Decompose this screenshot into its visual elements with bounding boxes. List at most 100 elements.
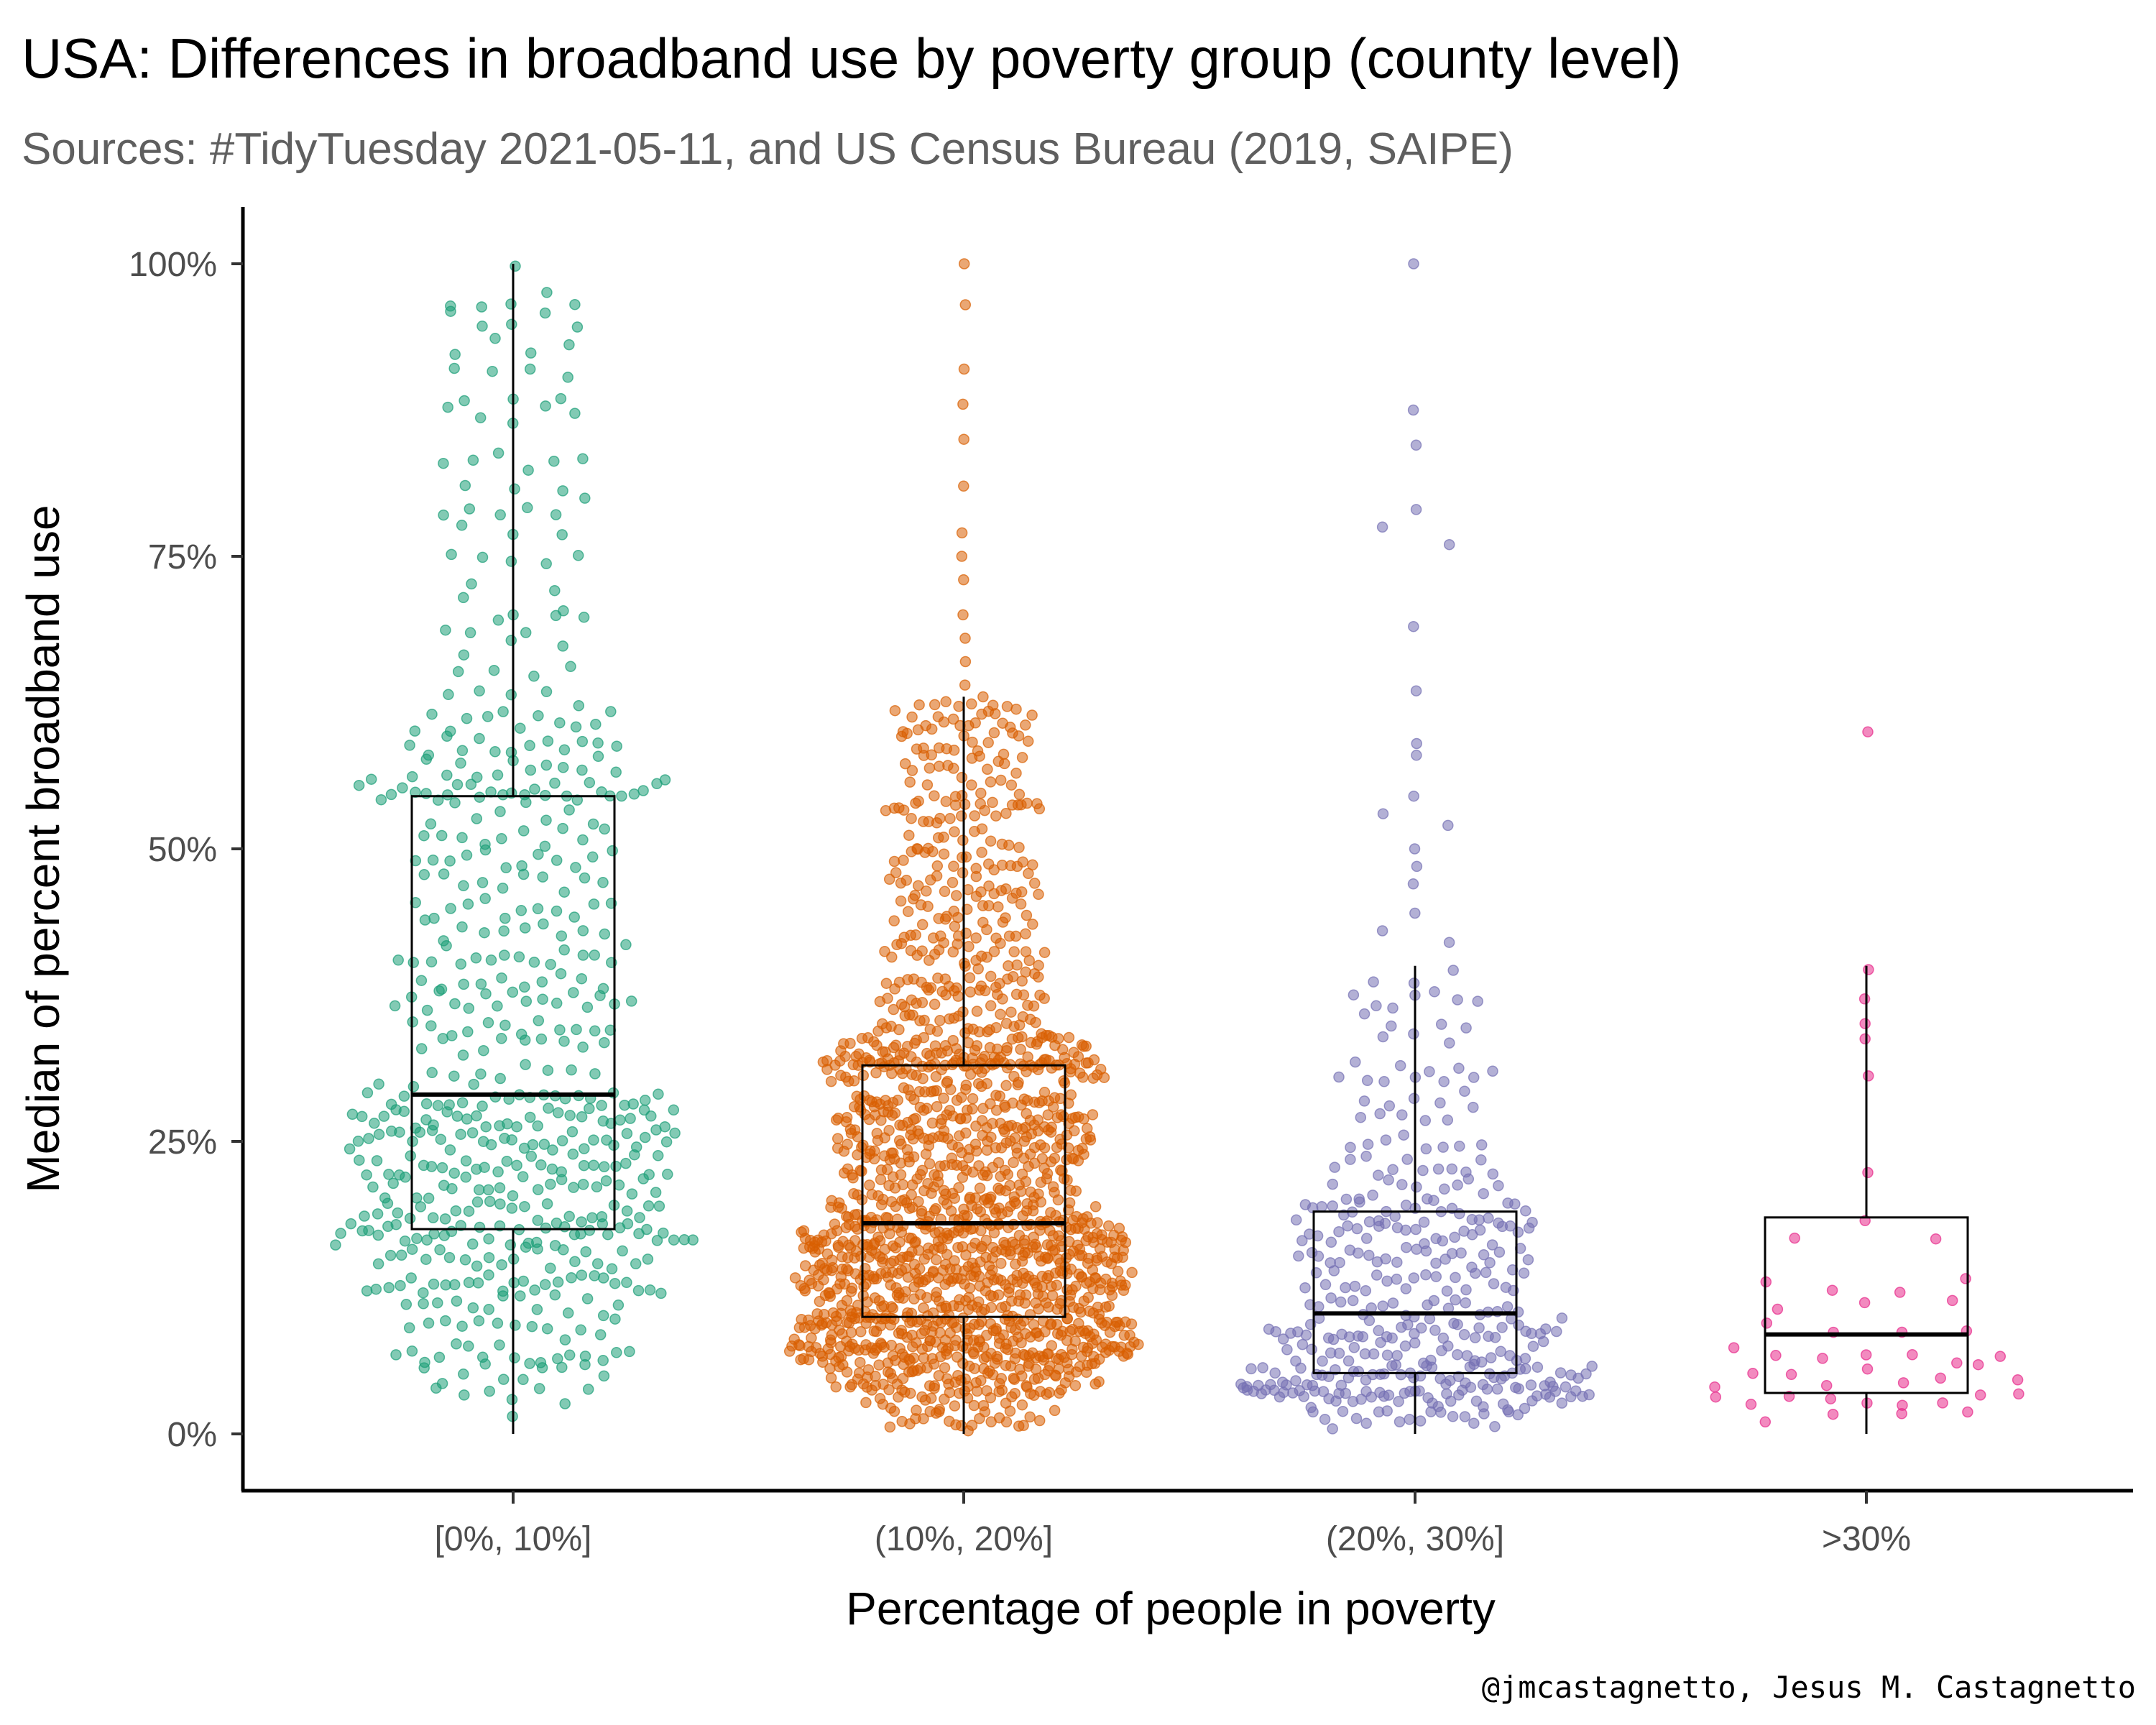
data-point (1038, 993, 1050, 1004)
data-point (474, 412, 487, 423)
data-point (494, 1072, 506, 1085)
data-point (1409, 1337, 1421, 1349)
data-point (549, 777, 561, 789)
data-point (443, 1251, 456, 1264)
data-point (1035, 1196, 1047, 1208)
data-point (621, 1128, 633, 1139)
data-point (848, 1075, 860, 1087)
data-point (958, 480, 969, 492)
data-point (576, 1269, 588, 1281)
data-point (921, 1292, 933, 1304)
data-point (494, 1198, 506, 1210)
data-point (904, 776, 916, 788)
data-point (507, 1190, 519, 1202)
data-point (496, 833, 507, 845)
data-point (1350, 1056, 1361, 1068)
data-point (620, 1157, 632, 1169)
data-point (451, 1110, 464, 1122)
data-point (612, 1300, 625, 1311)
data-point (883, 873, 895, 886)
data-point (567, 1149, 579, 1160)
data-point (607, 845, 618, 857)
data-point (494, 1339, 505, 1351)
data-point (359, 1210, 370, 1222)
data-point (519, 981, 530, 993)
data-point (589, 949, 600, 961)
box-iqr (410, 795, 616, 1230)
data-point (1102, 1220, 1115, 1232)
data-point (1551, 1325, 1562, 1338)
data-point (1554, 1367, 1567, 1379)
data-point (545, 1262, 556, 1274)
data-point (971, 1385, 983, 1397)
data-point (1389, 1210, 1401, 1223)
data-point (451, 1338, 462, 1350)
data-point (1408, 620, 1419, 632)
data-point (1021, 797, 1033, 809)
data-point (600, 1175, 612, 1187)
data-point (1519, 1402, 1531, 1414)
data-point (463, 1340, 474, 1352)
data-point (887, 1171, 899, 1183)
data-point (541, 1322, 553, 1335)
data-point (985, 776, 997, 788)
data-point (1454, 1140, 1465, 1152)
data-point (436, 983, 448, 995)
data-point (404, 740, 415, 751)
data-point (938, 716, 950, 728)
data-point (466, 1238, 479, 1250)
data-point (578, 1159, 590, 1172)
data-point (1429, 986, 1440, 998)
data-point (501, 1155, 513, 1167)
data-point (921, 1103, 933, 1114)
data-point (1560, 1381, 1572, 1393)
x-axis-ticks: [0%, 10%] (10%, 20%] (20%, 30%] >30% (435, 1491, 1911, 1558)
data-point (446, 1183, 458, 1195)
box-iqr (1312, 1210, 1518, 1374)
data-point (1862, 1167, 1874, 1179)
data-point (1088, 1054, 1100, 1066)
data-point (1367, 1190, 1378, 1201)
data-point (449, 349, 461, 360)
data-point (956, 790, 968, 801)
data-point (632, 1284, 645, 1297)
data-point (1506, 1264, 1519, 1276)
data-point (517, 1275, 530, 1287)
data-point (1410, 1223, 1422, 1236)
data-point (456, 1320, 468, 1332)
data-point (579, 492, 591, 504)
data-point (440, 624, 451, 636)
data-point (1046, 1121, 1057, 1133)
data-point (960, 927, 972, 939)
data-point (888, 1003, 900, 1016)
data-point (576, 972, 588, 985)
data-point (1316, 1200, 1327, 1213)
data-point (886, 951, 898, 963)
data-point (964, 972, 976, 984)
data-point (426, 1125, 438, 1136)
data-point (1361, 1075, 1373, 1087)
data-point (1434, 1097, 1446, 1109)
data-point (888, 915, 900, 926)
data-point (479, 844, 492, 856)
data-point (630, 1141, 642, 1153)
data-point (1013, 842, 1025, 853)
data-point (1395, 1368, 1407, 1381)
data-point (1277, 1333, 1289, 1345)
data-point (1459, 1411, 1471, 1422)
data-point (882, 993, 893, 1004)
data-point (1089, 1201, 1102, 1213)
data-point (566, 1064, 577, 1076)
data-point (889, 704, 901, 717)
data-point (1084, 1134, 1097, 1146)
data-point (900, 1286, 911, 1297)
data-point (1360, 1417, 1372, 1430)
data-point (1065, 1089, 1077, 1101)
data-point (970, 891, 982, 902)
data-point (581, 1001, 594, 1013)
data-point (577, 925, 589, 937)
data-point (1020, 966, 1031, 978)
data-point (562, 1307, 574, 1319)
data-point (525, 347, 537, 359)
data-point (541, 1198, 553, 1210)
